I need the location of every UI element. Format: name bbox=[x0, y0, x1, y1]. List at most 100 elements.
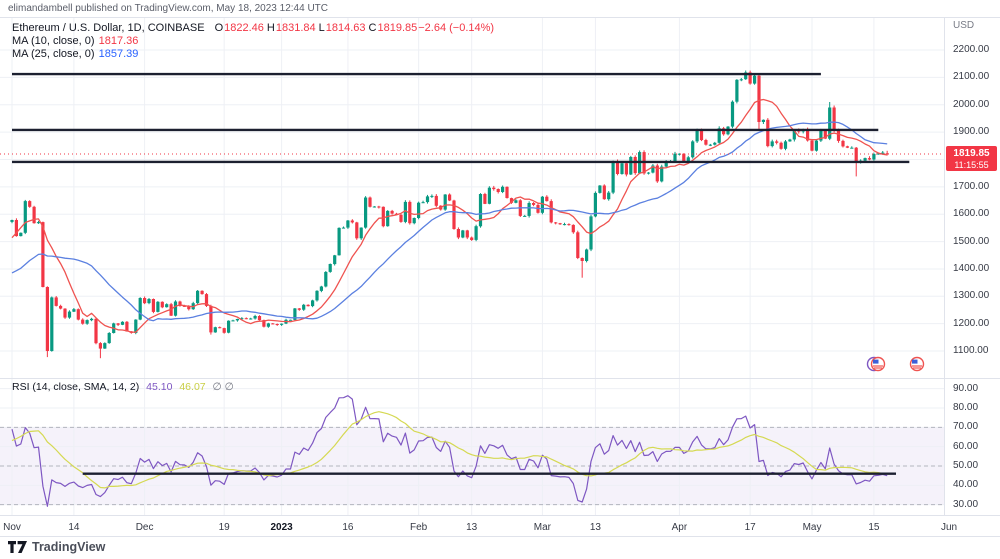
candle-body bbox=[302, 304, 306, 310]
candle-body bbox=[280, 323, 284, 325]
symbol-title-row[interactable]: Ethereum / U.S. Dollar, 1D, COINBASE O182… bbox=[12, 22, 494, 35]
candle-body bbox=[160, 301, 164, 308]
time-tick-label: Dec bbox=[135, 522, 154, 533]
current-price-badge: 1819.85 11:15:55 bbox=[946, 146, 997, 171]
candle-body bbox=[549, 201, 553, 223]
candle-body bbox=[611, 161, 615, 193]
candle-body bbox=[615, 161, 620, 174]
candle-body bbox=[832, 107, 836, 131]
candle-body bbox=[19, 232, 23, 237]
candle-body bbox=[753, 75, 757, 84]
candle-body bbox=[558, 223, 562, 225]
price-tick-label: 1300.00 bbox=[953, 290, 990, 302]
candle-body bbox=[341, 227, 346, 229]
candle-body bbox=[10, 220, 14, 222]
candle-body bbox=[677, 153, 681, 155]
candle-body bbox=[227, 320, 231, 333]
rsi-tick-label: 40.00 bbox=[953, 479, 979, 491]
candle-body bbox=[430, 195, 434, 197]
candle-body bbox=[576, 232, 580, 258]
candle-body bbox=[377, 206, 381, 208]
candle-body bbox=[231, 320, 235, 322]
time-tick-label: 13 bbox=[466, 522, 478, 533]
candle-body bbox=[629, 157, 633, 175]
pane-separator[interactable] bbox=[0, 378, 1000, 379]
candle-body bbox=[23, 201, 27, 233]
open-value: 1822.46 bbox=[224, 22, 264, 34]
candle-body bbox=[695, 130, 699, 142]
candle-body bbox=[359, 227, 363, 239]
candle-body bbox=[209, 305, 213, 333]
candle-body bbox=[103, 343, 107, 349]
candle-body bbox=[810, 140, 814, 151]
candle-body bbox=[253, 316, 257, 319]
price-tick-label: 1100.00 bbox=[953, 345, 989, 357]
candle-body bbox=[200, 290, 204, 295]
candle-body bbox=[881, 152, 885, 154]
price-tick-label: 1400.00 bbox=[953, 262, 990, 274]
candle-body bbox=[602, 185, 606, 200]
time-tick-label: Feb bbox=[410, 522, 428, 533]
ma-line-25 bbox=[11, 121, 888, 322]
candle-body bbox=[567, 224, 571, 226]
close-value: 1819.85 bbox=[377, 22, 418, 34]
candle-body bbox=[452, 200, 456, 229]
time-tick-label: 15 bbox=[868, 522, 880, 533]
rsi-ma-line bbox=[11, 411, 888, 489]
candle-body bbox=[523, 215, 527, 217]
candle-body bbox=[651, 165, 655, 173]
tradingview-logo[interactable]: TradingView bbox=[8, 540, 105, 554]
candle-body bbox=[532, 203, 536, 205]
candle-body bbox=[814, 140, 818, 151]
flag-icon[interactable] bbox=[866, 356, 887, 377]
candle-body bbox=[116, 323, 120, 325]
rsi-extra-values: ∅ ∅ bbox=[212, 381, 234, 393]
candle-body bbox=[775, 141, 779, 143]
candle-body bbox=[456, 229, 460, 238]
candle-body bbox=[699, 130, 704, 141]
candle-body bbox=[806, 129, 810, 141]
time-tick-label: May bbox=[802, 522, 822, 533]
candle-body bbox=[624, 163, 628, 175]
candle-body bbox=[235, 319, 239, 321]
rsi-legend-row[interactable]: RSI (14, close, SMA, 14, 2) 45.10 46.07 … bbox=[12, 381, 234, 393]
candle-body bbox=[173, 301, 178, 316]
candle-body bbox=[664, 161, 668, 167]
rsi-label: RSI (14, close, SMA, 14, 2) bbox=[12, 381, 140, 393]
publish-text: elimandambell published on TradingView.c… bbox=[8, 3, 328, 14]
candle-body bbox=[151, 299, 155, 312]
currency-label: USD bbox=[953, 20, 975, 31]
candle-body bbox=[854, 147, 858, 163]
candle-body bbox=[315, 290, 319, 301]
candle-body bbox=[478, 194, 483, 227]
rsi-tick-label: 60.00 bbox=[953, 440, 979, 452]
candle-body bbox=[386, 210, 390, 227]
price-tick-label: 1700.00 bbox=[953, 180, 990, 192]
close-label: C bbox=[368, 22, 377, 34]
candle-body bbox=[368, 197, 372, 207]
ma-line-10 bbox=[11, 98, 888, 333]
rsi-tick-label: 90.00 bbox=[953, 382, 979, 394]
ma25-legend-row[interactable]: MA (25, close, 0) 1857.39 bbox=[12, 48, 494, 61]
candle-body bbox=[50, 297, 54, 351]
candle-body bbox=[757, 75, 761, 122]
candle-body bbox=[364, 197, 368, 228]
ma25-label: MA (25, close, 0) bbox=[12, 48, 95, 60]
candle-body bbox=[425, 196, 430, 203]
ma10-legend-row[interactable]: MA (10, close, 0) 1817.36 bbox=[12, 35, 494, 48]
candle-body bbox=[403, 201, 407, 222]
flag-icon[interactable] bbox=[909, 356, 925, 377]
candle-body bbox=[288, 319, 293, 321]
candle-body bbox=[448, 194, 452, 201]
chart-canvas[interactable] bbox=[0, 0, 1000, 515]
candle-body bbox=[165, 304, 169, 308]
candle-body bbox=[713, 142, 717, 145]
candle-body bbox=[271, 323, 275, 325]
time-axis[interactable]: Nov 14 Dec 19 2023 16 Feb 13 Mar 13 Apr 17 May 15 Jun bbox=[0, 515, 1000, 537]
price-axis-border bbox=[944, 18, 945, 537]
rsi-tick-label: 70.00 bbox=[953, 421, 979, 433]
ma10-label: MA (10, close, 0) bbox=[12, 35, 95, 47]
low-label: L bbox=[318, 22, 325, 34]
change-value: −2.64 (−0.14%) bbox=[418, 22, 495, 34]
